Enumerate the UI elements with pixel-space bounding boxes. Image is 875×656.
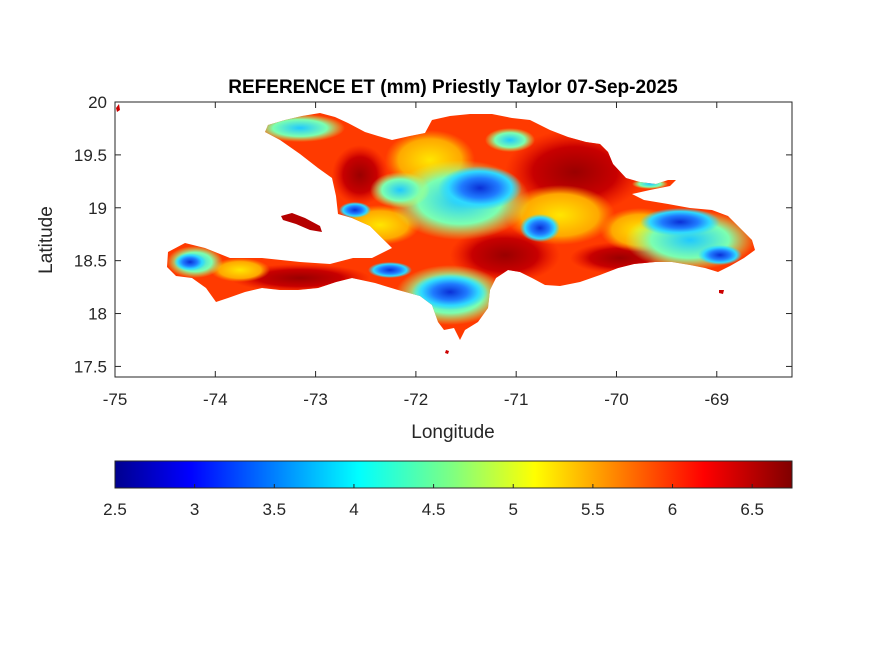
colorbar-tick-label: 3.5 — [262, 500, 286, 519]
y-tick-label: 17.5 — [74, 357, 107, 376]
colorbar-tick-label: 5 — [509, 500, 518, 519]
y-tick-label: 18.5 — [74, 252, 107, 271]
low-et-zone-southern-range — [412, 274, 488, 310]
x-tick-label: -69 — [704, 390, 729, 409]
islet-east — [719, 290, 724, 294]
low-et-zone-tiburon — [174, 253, 206, 271]
x-tick-label: -72 — [404, 390, 429, 409]
colorbar-tick-label: 4 — [349, 500, 358, 519]
colorbar-tick-label: 6 — [668, 500, 677, 519]
low-et-zone-east-2 — [698, 245, 742, 265]
colorbar-tick-label: 4.5 — [422, 500, 446, 519]
colorbar-tick-label: 5.5 — [581, 500, 605, 519]
x-axis-label: Longitude — [411, 422, 494, 443]
cyan-zone-west — [370, 172, 430, 208]
x-tick-label: -73 — [303, 390, 328, 409]
x-tick-label: -70 — [604, 390, 629, 409]
low-et-zone-central-highlands — [438, 166, 522, 210]
low-et-zone-south-west — [368, 262, 412, 278]
low-et-zone-central-2 — [520, 214, 560, 242]
y-axis-label: Latitude — [36, 206, 57, 274]
y-tick-label: 18 — [88, 305, 107, 324]
islet-south — [445, 350, 449, 354]
y-axis: 20 19.5 19 18.5 18 17.5 — [74, 93, 792, 376]
cyan-zone-north — [485, 128, 535, 152]
colorbar-tick-label: 2.5 — [103, 500, 127, 519]
island-tortuga — [281, 213, 322, 232]
x-tick-label: -71 — [504, 390, 529, 409]
island-gonave-tip — [116, 104, 120, 112]
x-tick-label: -74 — [203, 390, 228, 409]
y-tick-label: 20 — [88, 93, 107, 112]
high-et-zone-south-central — [450, 227, 560, 283]
island-map — [116, 104, 755, 354]
low-et-zone-west-central — [339, 202, 371, 218]
et-field — [167, 114, 755, 325]
x-axis: -75 -74 -73 -72 -71 -70 -69 — [103, 102, 729, 409]
y-tick-label: 19 — [88, 199, 107, 218]
colorbar — [114, 460, 793, 489]
colorbar-tick-label: 6.5 — [740, 500, 764, 519]
chart-title: REFERENCE ET (mm) Priestly Taylor 07-Sep… — [228, 77, 678, 98]
colorbar-ticks: 2.5 3 3.5 4 4.5 5 5.5 6 6.5 — [103, 484, 764, 519]
y-tick-label: 19.5 — [74, 146, 107, 165]
low-et-zone-eastern-plain — [640, 208, 720, 236]
colorbar-tick-label: 3 — [190, 500, 199, 519]
mid-et-zone-5 — [210, 258, 270, 282]
x-tick-label: -75 — [103, 390, 128, 409]
